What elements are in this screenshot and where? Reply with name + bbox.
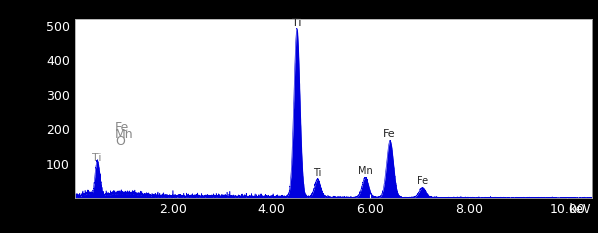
Title: Ilmenita: Ilmenita [288,0,379,18]
Text: Ti: Ti [91,153,101,163]
Text: O: O [115,135,125,148]
Text: keV: keV [568,202,591,216]
Text: Mn: Mn [358,166,373,176]
Text: Fe: Fe [115,121,129,134]
Text: Mn: Mn [115,128,134,141]
Text: Fe: Fe [383,129,395,139]
Text: Ti: Ti [292,18,301,28]
Text: Fe: Fe [417,176,428,186]
Text: Ti: Ti [313,168,322,178]
